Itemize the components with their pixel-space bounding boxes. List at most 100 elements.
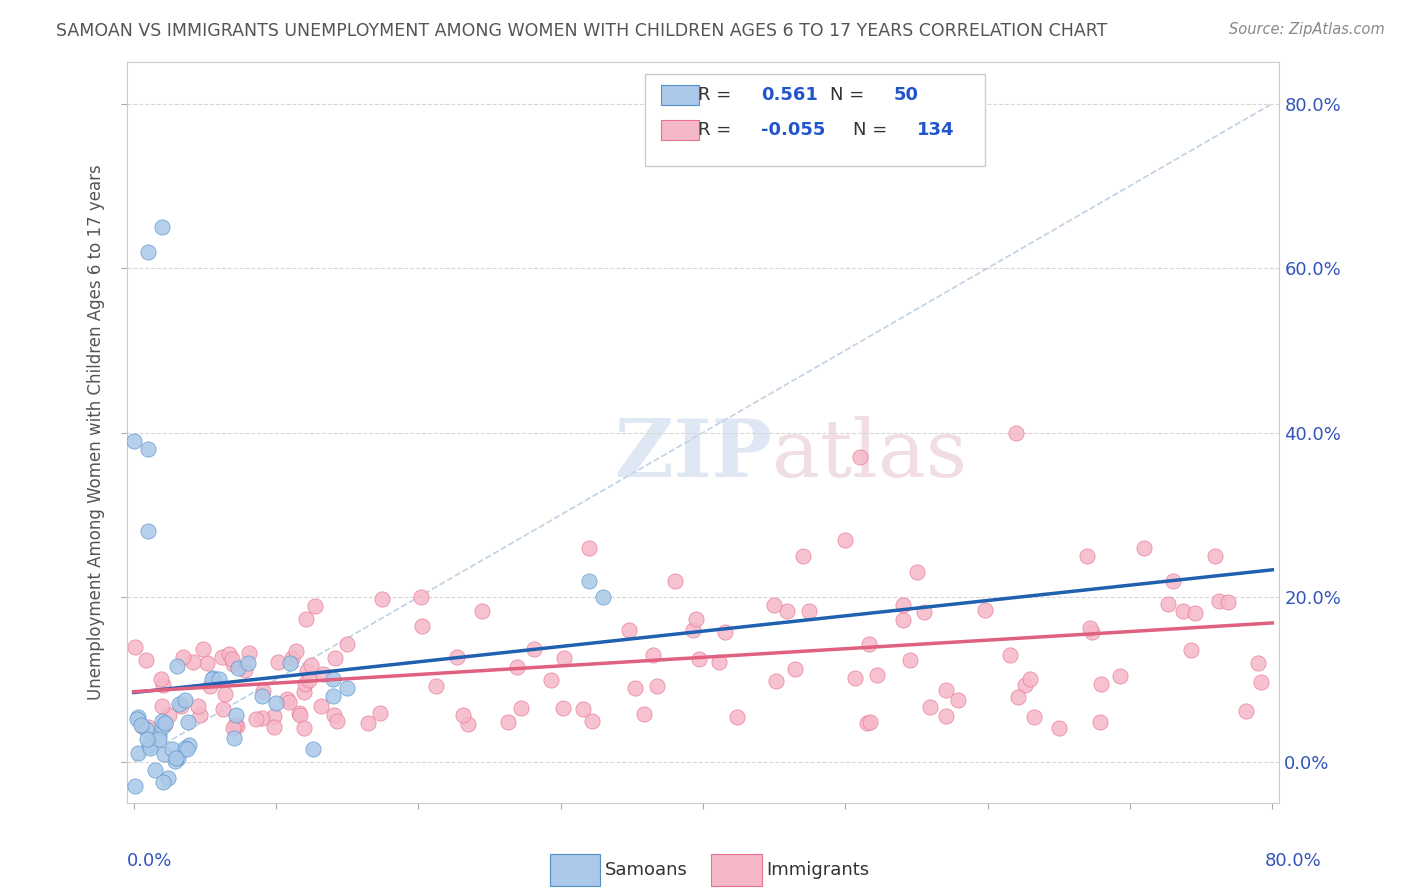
Point <box>792 549 814 563</box>
Point <box>221 721 243 735</box>
Point <box>664 574 686 588</box>
Text: -0.055: -0.055 <box>761 121 825 139</box>
Text: Source: ZipAtlas.com: Source: ZipAtlas.com <box>1229 22 1385 37</box>
Point <box>496 714 519 729</box>
Point <box>292 685 315 699</box>
Point <box>179 739 201 753</box>
Point <box>288 706 311 720</box>
Point <box>912 605 935 619</box>
Point <box>299 658 322 673</box>
Point <box>1157 597 1180 611</box>
Point <box>250 689 273 703</box>
Point <box>127 746 149 760</box>
Point <box>336 681 359 695</box>
FancyBboxPatch shape <box>661 120 699 140</box>
Point <box>177 715 200 730</box>
Point <box>797 604 820 618</box>
Point <box>156 771 179 785</box>
Point <box>935 708 957 723</box>
Point <box>891 599 914 613</box>
Point <box>225 708 247 723</box>
Text: R =: R = <box>697 121 737 139</box>
Point <box>918 700 941 714</box>
Point <box>166 659 188 673</box>
Point <box>267 655 290 669</box>
Point <box>425 679 447 693</box>
Point <box>252 684 274 698</box>
Point <box>641 648 664 662</box>
Point <box>122 434 145 448</box>
Point <box>685 612 707 626</box>
Text: R =: R = <box>697 87 737 104</box>
Point <box>898 653 921 667</box>
Point <box>1208 594 1230 608</box>
Text: 50: 50 <box>894 87 918 104</box>
Point <box>139 741 162 756</box>
Point <box>1007 690 1029 704</box>
Point <box>540 673 562 687</box>
Point <box>1090 715 1112 730</box>
Point <box>411 619 433 633</box>
Text: Samoans: Samoans <box>605 861 688 880</box>
Point <box>322 689 344 703</box>
Point <box>292 721 315 735</box>
Point <box>276 692 298 706</box>
Point <box>411 591 433 605</box>
FancyBboxPatch shape <box>550 854 600 887</box>
Point <box>233 663 256 677</box>
Point <box>150 720 173 734</box>
Point <box>1184 607 1206 621</box>
Point <box>245 712 267 726</box>
Point <box>136 524 159 539</box>
Text: ZIP: ZIP <box>616 416 772 494</box>
Point <box>725 710 748 724</box>
Point <box>470 604 492 618</box>
Point <box>905 566 928 580</box>
Point <box>135 731 157 746</box>
Point <box>288 707 311 722</box>
Point <box>170 698 193 713</box>
Point <box>201 672 224 686</box>
Point <box>1000 648 1022 663</box>
Text: 80.0%: 80.0% <box>1265 852 1322 870</box>
Point <box>153 716 176 731</box>
Point <box>336 637 359 651</box>
Point <box>294 676 316 690</box>
Point <box>619 623 641 637</box>
Point <box>263 709 285 723</box>
FancyBboxPatch shape <box>661 86 699 105</box>
Point <box>136 244 159 259</box>
Point <box>309 698 332 713</box>
Point <box>152 678 174 692</box>
Point <box>162 742 184 756</box>
Point <box>709 655 731 669</box>
Point <box>682 623 704 637</box>
Point <box>1078 621 1101 635</box>
Point <box>1076 549 1098 563</box>
Text: SAMOAN VS IMMIGRANTS UNEMPLOYMENT AMONG WOMEN WITH CHILDREN AGES 6 TO 17 YEARS C: SAMOAN VS IMMIGRANTS UNEMPLOYMENT AMONG … <box>56 22 1108 40</box>
Point <box>295 665 318 679</box>
Point <box>523 641 546 656</box>
Point <box>202 671 225 685</box>
Point <box>127 712 149 726</box>
Point <box>633 706 655 721</box>
Point <box>174 740 197 755</box>
Point <box>150 699 173 714</box>
Point <box>1247 656 1270 670</box>
Point <box>891 614 914 628</box>
Point <box>1234 704 1257 718</box>
Point <box>446 650 468 665</box>
Point <box>285 644 308 658</box>
Point <box>191 641 214 656</box>
Text: N =: N = <box>853 121 893 139</box>
Point <box>1133 541 1156 555</box>
Point <box>848 450 870 465</box>
Point <box>187 699 209 714</box>
Point <box>129 717 152 731</box>
Point <box>453 707 475 722</box>
Point <box>281 651 304 665</box>
Point <box>688 652 710 666</box>
Point <box>266 696 288 710</box>
Point <box>195 657 218 671</box>
Point <box>131 719 153 733</box>
